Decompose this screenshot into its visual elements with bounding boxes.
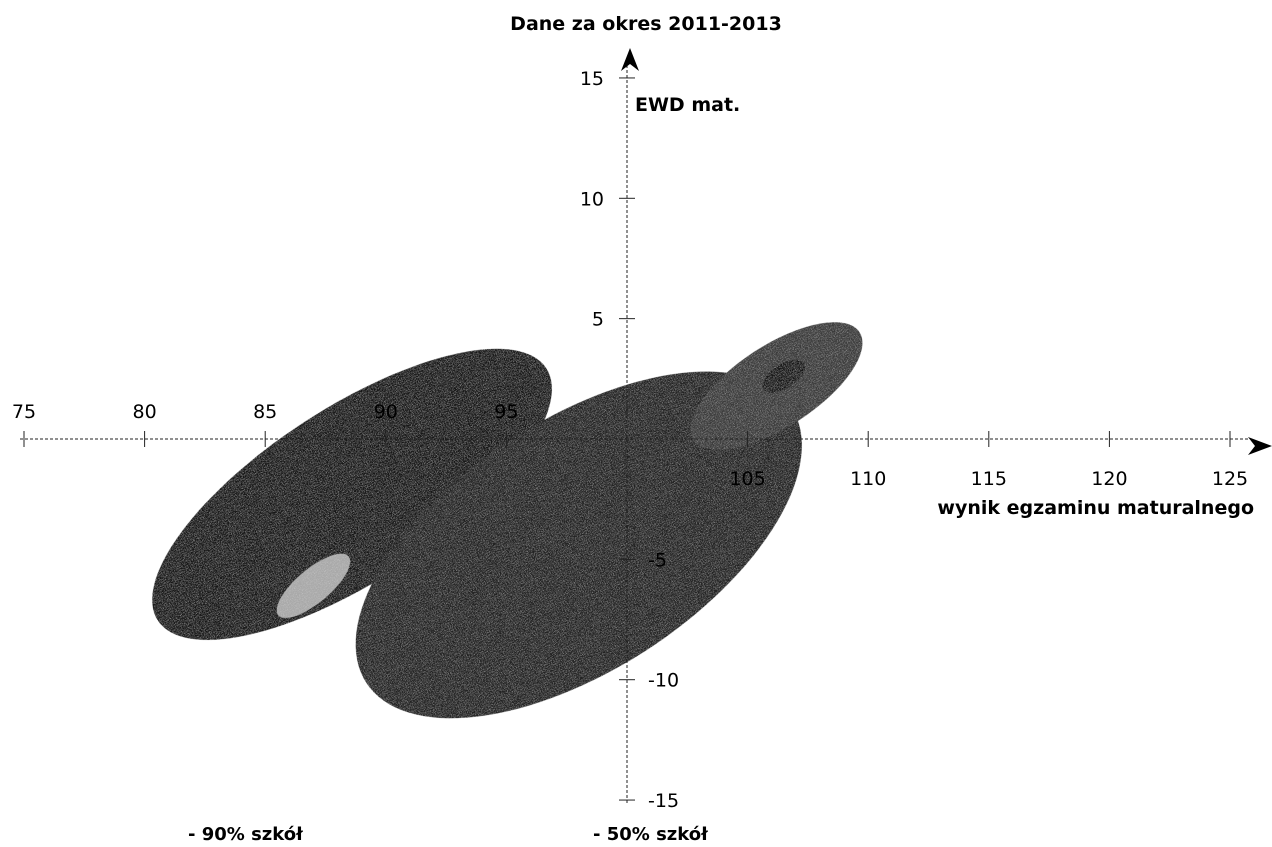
ellipse-50-right-core [762,359,806,393]
x-tick-label-115: 115 [971,468,1007,490]
y-tick-label--15: -15 [648,790,679,812]
ellipse-50-left [276,553,351,618]
x-tick-label-75: 75 [12,401,36,423]
x-tick-label-90: 90 [374,401,398,423]
legend-label-90: - 90% szkół [188,824,304,845]
ellipse-90-left [152,348,552,640]
x-tick-label-85: 85 [253,401,277,423]
y-axis-arrow-icon [621,48,639,71]
x-tick-label-120: 120 [1091,468,1127,490]
y-tick-label-10: 10 [580,188,604,210]
x-tick-label-95: 95 [494,401,518,423]
y-tick-label-15: 15 [580,68,604,90]
y-axis-label: EWD mat. [635,94,740,116]
ellipse-layer [152,322,863,719]
y-tick-label-5: 5 [592,309,604,331]
chart-title: Dane za okres 2011-2013 [510,13,782,35]
x-tick-label-110: 110 [850,468,886,490]
x-tick-label-125: 125 [1212,468,1248,490]
y-tick-label--10: -10 [648,670,679,692]
legend-label-50: - 50% szkół [593,824,709,845]
x-tick-label-105: 105 [729,468,765,490]
ellipse-90-center [355,371,802,719]
x-axis-label: wynik egzaminu maturalnego [937,497,1254,519]
x-tick-label-80: 80 [133,401,157,423]
y-tick-label--5: -5 [648,549,667,571]
x-axis-arrow-icon [1248,437,1272,455]
